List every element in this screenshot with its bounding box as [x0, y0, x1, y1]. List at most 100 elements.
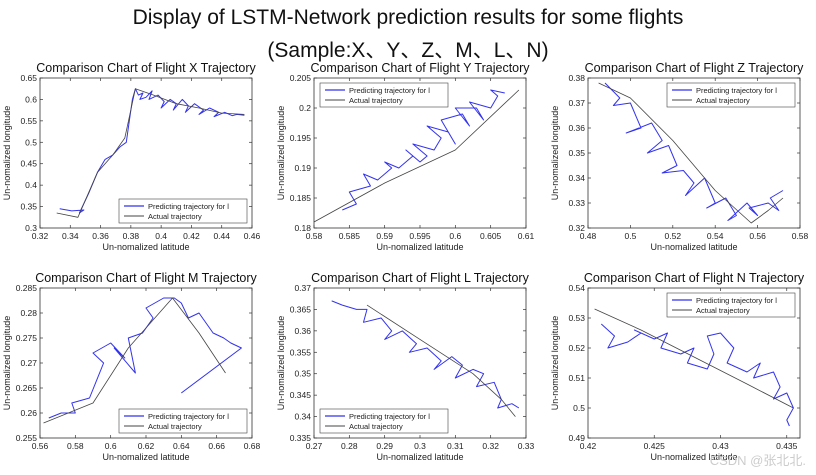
y-tick-label: 0.53	[568, 313, 585, 323]
x-tick-label: 0.44	[213, 231, 230, 241]
y-tick-label: 0.51	[568, 373, 585, 383]
y-axis-label: Un-nomalized longitude	[276, 316, 286, 411]
x-tick-label: 0.52	[665, 231, 682, 241]
predicted-trajectory-line	[342, 89, 505, 211]
y-tick-label: 0.52	[568, 343, 585, 353]
chart-title: Comparison Chart of Flight Z Trajectory	[585, 61, 805, 75]
legend-label-actual: Actual trajectory	[696, 96, 750, 105]
legend-label-actual: Actual trajectory	[349, 422, 403, 431]
x-tick-label: 0.58	[792, 231, 809, 241]
x-tick-label: 0.59	[376, 231, 393, 241]
x-tick-label: 0.42	[183, 231, 200, 241]
y-tick-label: 0.45	[20, 159, 37, 169]
y-tick-label: 0.37	[568, 98, 585, 108]
legend-label-predicted: Predicting trajectory for l	[349, 412, 430, 421]
x-tick-label: 0.58	[67, 441, 84, 451]
y-tick-label: 0.49	[568, 433, 585, 443]
y-tick-label: 0.5	[573, 403, 585, 413]
x-axis-label: Un-nomalized latitude	[102, 242, 189, 252]
predicted-trajectory-line	[600, 323, 794, 427]
x-tick-label: 0.4	[155, 231, 167, 241]
y-tick-label: 0.345	[290, 390, 312, 400]
x-tick-label: 0.48	[580, 231, 597, 241]
y-tick-label: 0.33	[568, 198, 585, 208]
x-tick-label: 0.56	[32, 441, 49, 451]
x-tick-label: 0.32	[32, 231, 49, 241]
x-tick-label: 0.605	[480, 231, 502, 241]
y-tick-label: 0.36	[294, 326, 311, 336]
x-tick-label: 0.43	[712, 441, 729, 451]
x-tick-label: 0.54	[707, 231, 724, 241]
y-tick-label: 0.54	[568, 283, 585, 293]
predicted-trajectory-line	[604, 82, 784, 221]
legend-label-predicted: Predicting trajectory for l	[349, 86, 430, 95]
y-tick-label: 0.18	[294, 223, 311, 233]
y-tick-label: 0.35	[568, 148, 585, 158]
legend-box	[666, 292, 796, 318]
x-tick-label: 0.29	[376, 441, 393, 451]
legend-label-predicted: Predicting trajectory for l	[148, 202, 229, 211]
y-tick-label: 0.19	[294, 163, 311, 173]
watermark: CSDN @张北北.	[709, 453, 806, 468]
x-tick-label: 0.34	[62, 231, 79, 241]
y-tick-label: 0.6	[25, 94, 37, 104]
y-tick-label: 0.2	[299, 103, 311, 113]
y-tick-label: 0.27	[20, 358, 37, 368]
y-tick-label: 0.4	[25, 180, 37, 190]
actual-trajectory-line	[313, 89, 520, 223]
x-tick-label: 0.6	[449, 231, 461, 241]
figure-title: Display of LSTM-Network prediction resul…	[132, 6, 684, 29]
x-tick-label: 0.32	[482, 441, 499, 451]
x-tick-label: 0.42	[580, 441, 597, 451]
y-tick-label: 0.3	[25, 223, 37, 233]
x-tick-label: 0.36	[92, 231, 109, 241]
x-tick-label: 0.68	[244, 441, 261, 451]
legend-label-predicted: Predicting trajectory for l	[696, 296, 777, 305]
x-tick-label: 0.27	[306, 441, 323, 451]
actual-trajectory-line	[594, 308, 794, 409]
y-tick-label: 0.34	[294, 412, 311, 422]
chart-panel-2: Comparison Chart of Flight Z Trajectory0…	[550, 61, 809, 252]
chart-title: Comparison Chart of Flight M Trajectory	[35, 271, 257, 285]
x-tick-label: 0.46	[244, 231, 261, 241]
x-tick-label: 0.28	[341, 441, 358, 451]
x-axis-label: Un-nomalized latitude	[650, 242, 737, 252]
legend-box	[118, 198, 248, 224]
legend-label-actual: Actual trajectory	[148, 422, 202, 431]
x-axis-label: Un-nomalized latitude	[102, 452, 189, 462]
legend-box	[319, 82, 449, 108]
legend-label-actual: Actual trajectory	[696, 306, 750, 315]
x-tick-label: 0.5	[624, 231, 636, 241]
chart-panel-1: Comparison Chart of Flight Y Trajectory0…	[276, 61, 535, 252]
y-axis-label: Un-nomalized longitude	[276, 106, 286, 201]
y-tick-label: 0.265	[16, 383, 38, 393]
x-tick-label: 0.61	[518, 231, 535, 241]
x-tick-label: 0.58	[306, 231, 323, 241]
y-tick-label: 0.35	[20, 202, 37, 212]
y-tick-label: 0.275	[16, 333, 38, 343]
x-tick-label: 0.38	[123, 231, 140, 241]
y-axis-label: Un-nomalized longitude	[2, 316, 12, 411]
x-tick-label: 0.585	[339, 231, 361, 241]
y-tick-label: 0.185	[290, 193, 312, 203]
y-tick-label: 0.38	[568, 73, 585, 83]
x-tick-label: 0.66	[208, 441, 225, 451]
actual-trajectory-line	[598, 82, 784, 224]
y-tick-label: 0.205	[290, 73, 312, 83]
x-axis-label: Un-nomalized latitude	[376, 242, 463, 252]
actual-trajectory-line	[43, 297, 226, 424]
y-tick-label: 0.5	[25, 137, 37, 147]
figure-subtitle: (Sample:X、Y、Z、M、L、N)	[267, 39, 549, 62]
chart-panel-4: Comparison Chart of Flight L Trajectory 0…	[276, 271, 535, 462]
legend-label-actual: Actual trajectory	[349, 96, 403, 105]
x-tick-label: 0.595	[409, 231, 431, 241]
y-tick-label: 0.285	[16, 283, 38, 293]
plot-area-frame	[39, 77, 253, 229]
chart-title: Comparison Chart of Flight L Trajectory	[311, 271, 529, 285]
chart-panel-5: Comparison Chart of Flight N Trajectory0…	[550, 271, 805, 462]
y-tick-label: 0.335	[290, 433, 312, 443]
